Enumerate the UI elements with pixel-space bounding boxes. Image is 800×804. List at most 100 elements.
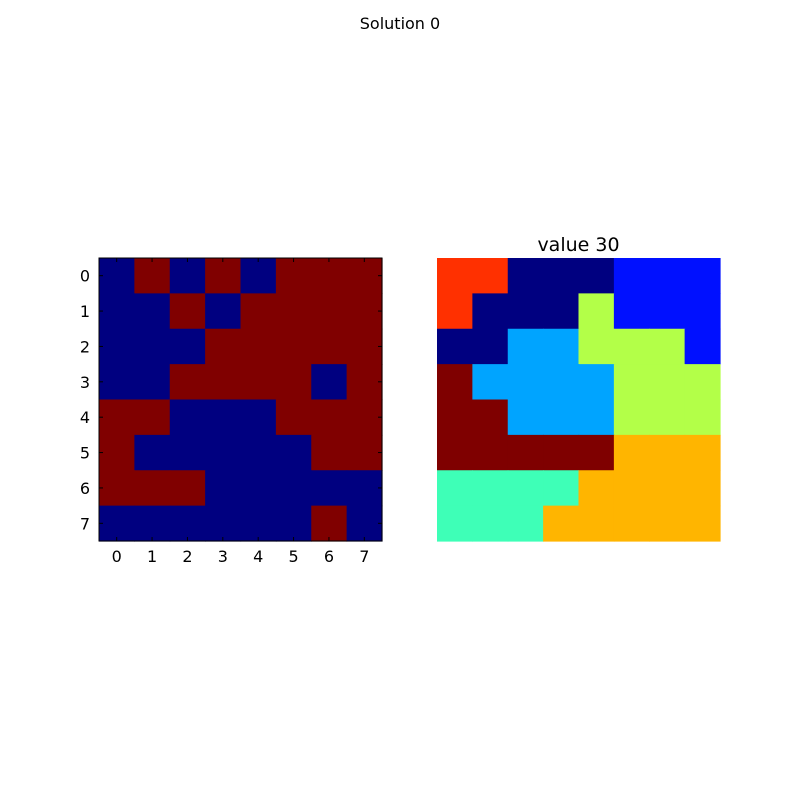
heatmap-cell [613,470,650,507]
heatmap-cell [346,505,383,542]
heatmap-cell [684,505,721,542]
heatmap-cell [649,364,686,401]
heatmap-cell [684,258,721,294]
heatmap-cell [311,399,348,436]
heatmap-cell [134,293,171,330]
heatmap-cell [134,364,171,401]
heatmap-cell [275,293,312,330]
heatmap-cell [649,399,686,436]
heatmap-cell [543,328,580,365]
heatmap-cell [311,434,348,471]
heatmap-cell [346,258,383,294]
heatmap-cell [578,399,615,436]
heatmap-cell [437,293,473,330]
y-tick-label: 2 [80,337,90,356]
heatmap-cell [507,470,544,507]
heatmap-cell [684,364,721,401]
y-tick-label: 3 [80,373,90,392]
y-tick-label: 6 [80,479,90,498]
x-tick-label: 0 [112,547,122,566]
heatmap-cell [578,328,615,365]
heatmap-cell [507,293,544,330]
heatmap-cell [99,258,135,294]
heatmap-cell [169,505,206,542]
heatmap-cell [684,470,721,507]
heatmap-cell [240,328,277,365]
heatmap-cell [649,258,686,294]
heatmap-cell [543,364,580,401]
heatmap-cell [437,399,473,436]
heatmap-cell [275,434,312,471]
heatmap-cell [134,434,171,471]
heatmap-cell [205,258,242,294]
heatmap-cell [649,470,686,507]
heatmap-cell [613,328,650,365]
heatmap-cell [649,505,686,542]
heatmap-cell [543,258,580,294]
left-heatmap: 0 1 2 3 4 5 6 7 0 1 2 3 4 5 6 7 [80,257,383,566]
heatmap-cell [649,434,686,471]
heatmap-cell [240,434,277,471]
heatmap-cell [99,505,135,542]
heatmap-cell [437,505,473,542]
heatmap-cell [311,470,348,507]
heatmap-cell [134,399,171,436]
heatmap-cell [99,328,135,365]
x-tick-label: 2 [182,547,192,566]
heatmap-cell [507,258,544,294]
heatmap-cell [346,434,383,471]
heatmap-cell [649,328,686,365]
heatmap-cell [169,364,206,401]
heatmap-cell [613,258,650,294]
heatmap-cell [240,470,277,507]
heatmap-cell [346,399,383,436]
heatmap-cell [311,328,348,365]
heatmap-cell [613,434,650,471]
heatmap-cell [472,470,509,507]
heatmap-cell [437,258,473,294]
heatmap-cell [205,328,242,365]
heatmap-cell [240,258,277,294]
heatmap-cell [99,293,135,330]
heatmap-cell [507,364,544,401]
heatmap-cell [169,258,206,294]
heatmap-cell [134,328,171,365]
heatmap-cell [437,364,473,401]
heatmap-cell [169,328,206,365]
heatmap-cell [240,399,277,436]
x-tick-label: 4 [253,547,263,566]
heatmap-cell [472,328,509,365]
y-tick-label: 1 [80,302,90,321]
y-tick-label: 5 [80,444,90,463]
heatmap-cell [507,399,544,436]
heatmap-cell [578,258,615,294]
heatmap-cell [472,505,509,542]
heatmap-cell [99,470,135,507]
heatmap-cell [275,258,312,294]
figure-title: Solution 0 [359,14,441,33]
heatmap-cell [134,470,171,507]
heatmap-cell [578,434,615,471]
heatmap-cell [275,328,312,365]
heatmap-cell [205,470,242,507]
heatmap-cell [346,328,383,365]
heatmap-cell [507,505,544,542]
heatmap-cell [613,505,650,542]
heatmap-cell [275,399,312,436]
heatmap-cell [543,470,580,507]
heatmap-cell [472,364,509,401]
heatmap-cell [613,293,650,330]
heatmap-cell [578,293,615,330]
y-tick-label: 0 [80,267,90,286]
x-tick-label: 1 [147,547,157,566]
heatmap-cell [472,434,509,471]
heatmap-cell [472,293,509,330]
heatmap-cell [311,505,348,542]
heatmap-cell [507,328,544,365]
heatmap-cell [437,470,473,507]
heatmap-cell [275,364,312,401]
heatmap-cell [578,505,615,542]
heatmap-cell [472,399,509,436]
